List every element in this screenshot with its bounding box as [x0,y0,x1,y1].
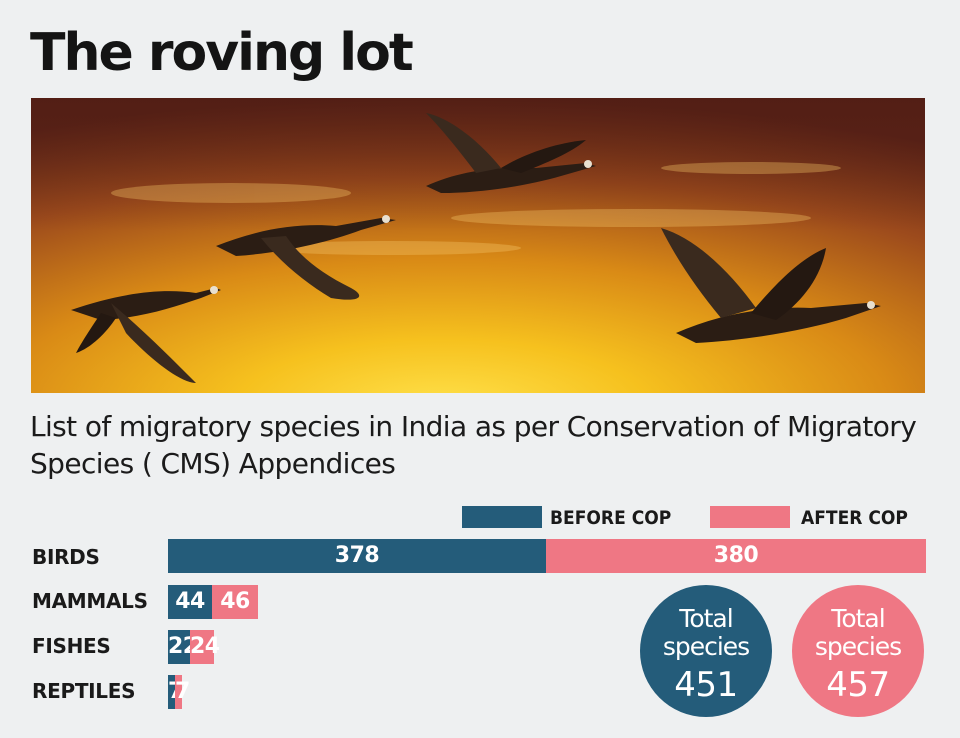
bar-reptiles-before [168,675,175,709]
goose-silhouette [661,228,881,343]
category-label-reptiles: REPTILES [32,679,136,703]
data-label-birds-after: 380 [713,543,759,568]
data-label-fishes-after: 24 [190,634,220,659]
legend-item-before: BEFORE COP [462,506,702,530]
bar-birds-before [168,539,546,573]
total-species-before-badge: Total species 451 [640,585,772,717]
data-label-fishes-before: 22 [168,634,198,659]
data-label-mammals-after: 46 [220,589,250,614]
chart-subtitle: List of migratory species in India as pe… [30,410,917,480]
bar-fishes-after [190,630,214,664]
category-label-mammals: MAMMALS [32,589,148,613]
goose-silhouette [71,286,221,383]
total-species-after-badge: Total species 457 [792,585,924,717]
data-label-reptiles-before: 7 [168,675,183,709]
total-value-after: 457 [826,665,890,705]
legend-swatch-after [710,506,790,528]
bar-mammals-after [212,585,258,619]
total-title-before: Total species [662,604,750,661]
total-title-after: Total species [814,604,902,661]
legend-label-before: BEFORE COP [550,507,672,529]
bar-mammals-before [168,585,212,619]
data-label-reptiles-after: 7 [175,679,190,704]
bar-reptiles-after [175,675,182,709]
bar-birds-after [546,539,926,573]
bar-fishes-before [168,630,190,664]
page-title: The roving lot [30,23,414,83]
legend-item-after: AFTER COP [710,506,930,530]
data-label-mammals-before: 44 [175,589,205,614]
goose-silhouette [426,113,596,193]
legend-swatch-before [462,506,542,528]
geese-photo [31,98,925,393]
legend-label-after: AFTER COP [801,507,908,529]
data-label-birds-before: 378 [334,543,380,568]
total-value-before: 451 [674,665,738,705]
category-label-fishes: FISHES [32,634,111,658]
category-label-birds: BIRDS [32,545,100,569]
goose-silhouette [216,215,396,300]
